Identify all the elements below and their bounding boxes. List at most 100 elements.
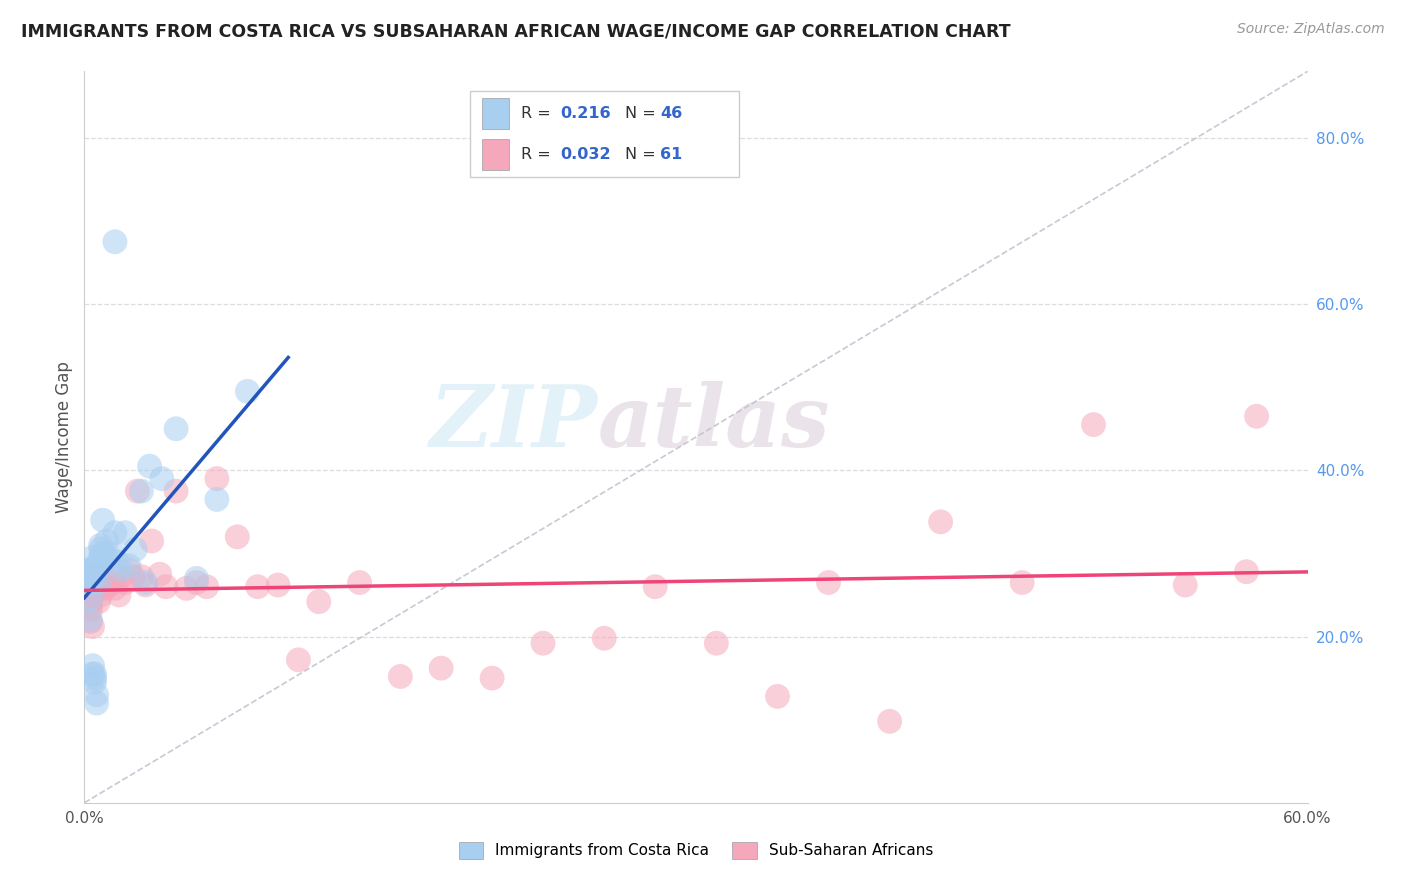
Point [127, 484, 149, 499]
Point [105, 555, 128, 569]
Point [97, 550, 120, 565]
Bar [482, 139, 509, 170]
Point [114, 525, 136, 540]
Point [122, 570, 145, 584]
Point [82, 563, 104, 577]
Bar [482, 98, 509, 129]
Point [174, 582, 197, 596]
Point [82, 667, 104, 681]
Point [79, 590, 101, 604]
Point [205, 472, 228, 486]
Point [104, 525, 127, 540]
Point [349, 575, 371, 590]
Point [79, 586, 101, 600]
Text: Source: ZipAtlas.com: Source: ZipAtlas.com [1237, 22, 1385, 37]
Point [79, 592, 101, 607]
Point [79, 603, 101, 617]
Point [87, 575, 110, 590]
Text: N =: N = [626, 147, 661, 162]
Point [97, 578, 120, 592]
Point [83, 671, 105, 685]
Point [706, 636, 728, 650]
Point [1174, 578, 1197, 592]
Point [1236, 565, 1258, 579]
Point [91, 567, 114, 582]
Point [83, 675, 105, 690]
Point [86, 583, 108, 598]
Point [82, 550, 104, 565]
Point [186, 571, 208, 585]
Point [104, 582, 127, 596]
Point [82, 619, 104, 633]
Point [77, 580, 100, 594]
Point [118, 563, 141, 577]
Point [817, 575, 839, 590]
Point [87, 555, 110, 569]
Point [165, 422, 187, 436]
Point [118, 558, 141, 573]
Point [101, 546, 124, 560]
Point [531, 636, 554, 650]
Point [77, 571, 100, 585]
Point [79, 575, 101, 590]
Point [104, 235, 127, 249]
Point [79, 613, 101, 627]
Y-axis label: Wage/Income Gap: Wage/Income Gap [55, 361, 73, 513]
Text: 0.032: 0.032 [560, 147, 610, 162]
Point [79, 615, 101, 629]
Point [82, 658, 104, 673]
Text: 0.216: 0.216 [560, 106, 610, 121]
Point [91, 546, 114, 560]
Point [79, 583, 101, 598]
Point [96, 580, 118, 594]
Text: ZIP: ZIP [430, 381, 598, 464]
Point [86, 688, 108, 702]
Point [79, 575, 101, 590]
Point [135, 575, 157, 590]
Point [879, 714, 901, 729]
Point [79, 575, 101, 590]
Point [155, 580, 177, 594]
Legend: Immigrants from Costa Rica, Sub-Saharan Africans: Immigrants from Costa Rica, Sub-Saharan … [453, 836, 939, 864]
Point [114, 575, 136, 590]
Point [82, 563, 104, 577]
Point [1083, 417, 1105, 432]
Point [77, 563, 100, 577]
Point [108, 588, 131, 602]
Point [110, 570, 132, 584]
Point [267, 578, 290, 592]
Point [287, 653, 309, 667]
Point [389, 669, 412, 683]
Point [110, 563, 132, 577]
Point [929, 515, 952, 529]
Point [90, 542, 112, 557]
Point [644, 580, 666, 594]
Point [195, 580, 218, 594]
Text: IMMIGRANTS FROM COSTA RICA VS SUBSAHARAN AFRICAN WAGE/INCOME GAP CORRELATION CHA: IMMIGRANTS FROM COSTA RICA VS SUBSAHARAN… [21, 22, 1011, 40]
Point [481, 671, 503, 685]
Point [205, 492, 228, 507]
Text: atlas: atlas [598, 381, 831, 464]
Point [138, 459, 160, 474]
Point [87, 563, 110, 577]
Point [150, 472, 173, 486]
Point [1011, 575, 1033, 590]
Point [79, 563, 101, 577]
Text: R =: R = [522, 147, 555, 162]
Point [86, 696, 108, 710]
Point [101, 575, 124, 590]
Point [90, 538, 112, 552]
Text: N =: N = [626, 106, 661, 121]
Point [83, 667, 105, 681]
Point [186, 575, 208, 590]
Point [135, 578, 157, 592]
FancyBboxPatch shape [470, 91, 738, 178]
Point [141, 533, 163, 548]
Text: 46: 46 [661, 106, 683, 121]
Point [124, 542, 146, 557]
Point [1246, 409, 1268, 424]
Point [96, 533, 118, 548]
Point [131, 484, 153, 499]
Point [93, 582, 115, 596]
Text: 61: 61 [661, 147, 683, 162]
